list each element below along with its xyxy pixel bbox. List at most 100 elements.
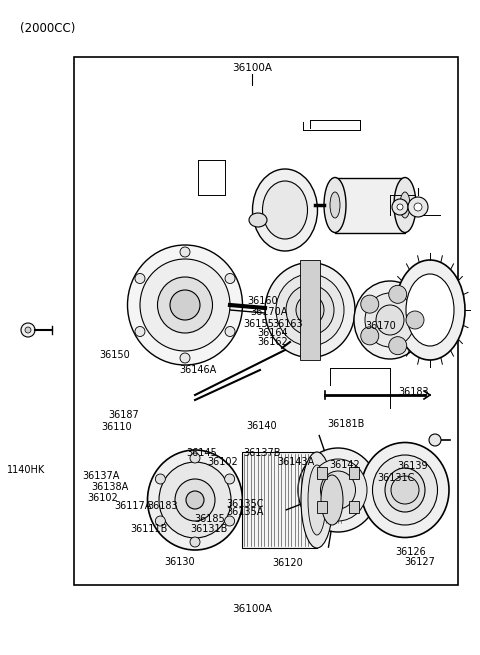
Text: 36142: 36142 (329, 460, 360, 470)
Text: 36164: 36164 (257, 328, 288, 339)
Text: 36183: 36183 (147, 501, 178, 512)
Circle shape (389, 286, 407, 303)
Text: 36138A: 36138A (92, 481, 129, 492)
Circle shape (21, 323, 35, 337)
Ellipse shape (301, 452, 333, 548)
Circle shape (225, 474, 235, 484)
Bar (74, 57, 458, 585)
Circle shape (361, 327, 379, 345)
Circle shape (190, 453, 200, 463)
Bar (348, 467, 359, 479)
Circle shape (180, 353, 190, 363)
Ellipse shape (263, 181, 308, 239)
Ellipse shape (324, 178, 346, 233)
Ellipse shape (309, 459, 367, 521)
Text: 36130: 36130 (165, 557, 195, 567)
Circle shape (429, 434, 441, 446)
Text: 36127: 36127 (405, 557, 435, 567)
Text: 36160: 36160 (248, 295, 278, 306)
Circle shape (225, 516, 235, 526)
Circle shape (156, 474, 165, 484)
Circle shape (225, 326, 235, 337)
Circle shape (190, 537, 200, 547)
Ellipse shape (321, 471, 356, 509)
Circle shape (25, 327, 31, 333)
Ellipse shape (265, 263, 355, 358)
Text: 36187: 36187 (108, 409, 139, 420)
Text: 36170: 36170 (365, 320, 396, 331)
Text: 36140: 36140 (246, 421, 277, 432)
Ellipse shape (128, 245, 242, 365)
Text: 36185: 36185 (194, 514, 225, 524)
Ellipse shape (286, 285, 334, 335)
Circle shape (408, 197, 428, 217)
Text: 36150: 36150 (99, 350, 130, 360)
Bar (335, 178, 405, 233)
Text: (2000CC): (2000CC) (20, 22, 75, 35)
Ellipse shape (321, 475, 343, 525)
Circle shape (391, 476, 419, 504)
Ellipse shape (394, 178, 416, 233)
Ellipse shape (252, 169, 317, 251)
Circle shape (135, 274, 145, 284)
Text: 36117A: 36117A (115, 501, 152, 512)
Bar (317, 501, 327, 513)
Ellipse shape (400, 192, 410, 218)
Text: 36100A: 36100A (232, 63, 272, 73)
Ellipse shape (157, 277, 213, 333)
Ellipse shape (385, 468, 425, 512)
Ellipse shape (376, 305, 404, 335)
Ellipse shape (361, 443, 449, 538)
Circle shape (135, 326, 145, 337)
Text: 36137A: 36137A (82, 470, 120, 481)
Ellipse shape (395, 260, 465, 360)
Text: 36145: 36145 (187, 447, 217, 458)
Text: 36102: 36102 (207, 457, 238, 468)
Ellipse shape (406, 274, 454, 346)
Circle shape (397, 204, 403, 210)
Text: 36163: 36163 (273, 318, 303, 329)
Text: 36146A: 36146A (180, 365, 217, 375)
Ellipse shape (308, 465, 326, 535)
Text: 36170A: 36170A (250, 307, 288, 318)
Circle shape (156, 516, 165, 526)
Text: 36139: 36139 (397, 461, 428, 472)
Ellipse shape (276, 274, 344, 346)
Ellipse shape (298, 448, 378, 532)
Circle shape (414, 203, 422, 211)
Text: 36100A: 36100A (232, 604, 272, 614)
Text: 36135C: 36135C (226, 499, 264, 510)
Circle shape (180, 247, 190, 257)
Circle shape (406, 311, 424, 329)
Text: 36111B: 36111B (130, 524, 168, 534)
Ellipse shape (354, 281, 426, 359)
Circle shape (225, 274, 235, 284)
Ellipse shape (147, 450, 242, 550)
Text: 36102: 36102 (87, 493, 118, 503)
Circle shape (392, 199, 408, 215)
Text: 1140HK: 1140HK (7, 465, 46, 476)
Text: 36126: 36126 (395, 547, 426, 557)
Text: 36162: 36162 (257, 337, 288, 347)
Ellipse shape (186, 491, 204, 509)
Circle shape (389, 337, 407, 354)
Circle shape (361, 295, 379, 313)
Ellipse shape (372, 455, 437, 525)
Ellipse shape (159, 462, 231, 538)
Bar (348, 501, 359, 513)
Ellipse shape (249, 213, 267, 227)
Ellipse shape (296, 295, 324, 325)
Ellipse shape (175, 479, 215, 521)
Ellipse shape (365, 293, 415, 347)
Text: 36143A: 36143A (277, 457, 315, 468)
Text: 36131C: 36131C (377, 473, 415, 483)
Bar (317, 467, 327, 479)
Text: 36120: 36120 (273, 558, 303, 569)
Text: 36183: 36183 (398, 386, 429, 397)
Text: 36155: 36155 (244, 318, 275, 329)
Bar (242, 452, 317, 548)
Text: 36137B: 36137B (244, 447, 281, 458)
Bar (300, 260, 320, 360)
Text: 36181B: 36181B (327, 419, 364, 430)
Text: 36110: 36110 (101, 422, 132, 432)
